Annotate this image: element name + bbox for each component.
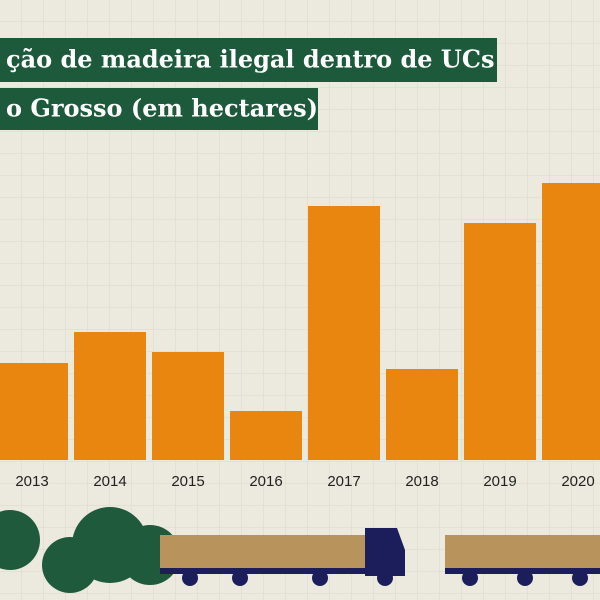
title-box — [0, 38, 497, 82]
bar — [386, 369, 458, 460]
bar — [152, 352, 224, 460]
bar — [308, 206, 380, 460]
bar — [230, 411, 302, 460]
x-tick-label: 2020 — [561, 473, 594, 490]
bar — [542, 183, 600, 460]
bar — [0, 363, 68, 460]
chart-title: o Grosso (em hectares) — [6, 94, 318, 123]
x-tick-label: 2018 — [405, 473, 438, 490]
x-tick-label: 2017 — [327, 473, 360, 490]
x-tick-label: 2016 — [249, 473, 282, 490]
title-box — [0, 88, 318, 130]
x-tick-label: 2013 — [15, 473, 48, 490]
x-tick-label: 2015 — [171, 473, 204, 490]
bar — [74, 332, 146, 460]
illustration — [0, 507, 600, 593]
x-tick-label: 2019 — [483, 473, 516, 490]
chart-title: ção de madeira ilegal dentro de UCs — [6, 45, 494, 74]
bar — [464, 223, 536, 460]
x-tick-label: 2014 — [93, 473, 126, 490]
